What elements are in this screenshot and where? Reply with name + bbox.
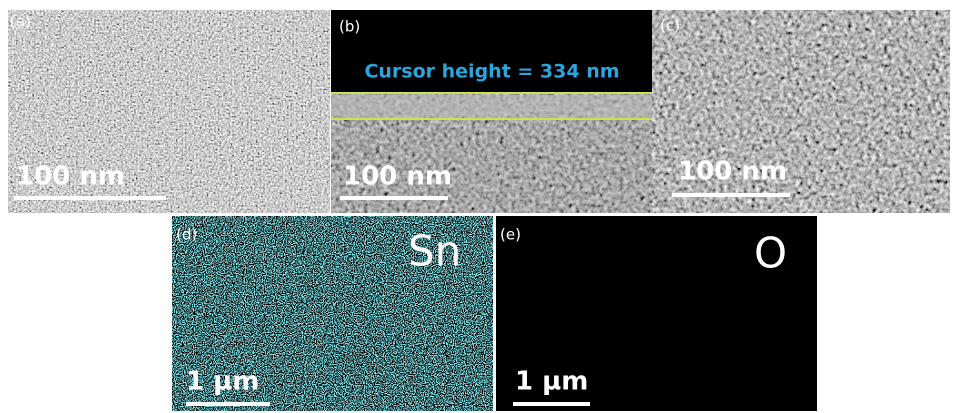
panel-e: (e) O 1 µm: [496, 216, 817, 411]
panel-c: (c) 100 nm: [652, 10, 950, 213]
figure: (a) 100 nm (b) Cursor height = 334 nm 10…: [0, 0, 956, 413]
element-label: Sn: [408, 227, 461, 276]
panel-label: (d): [176, 226, 197, 244]
page: (a) 100 nm (b) Cursor height = 334 nm 10…: [0, 0, 956, 413]
scale-bar-label: 100 nm: [16, 162, 125, 192]
panel-b: (b) Cursor height = 334 nm 100 nm: [331, 10, 652, 213]
panel-a: (a) 100 nm: [8, 10, 330, 213]
panel-d: (d) Sn 1 µm: [172, 216, 493, 411]
scale-bar: [186, 402, 270, 406]
annotation: Cursor height = 334 nm: [364, 61, 619, 83]
panel-label: (e): [500, 226, 521, 244]
panel-label: (c): [660, 17, 680, 35]
panel-label: (b): [339, 18, 360, 36]
panel-label: (a): [10, 13, 31, 31]
scale-bar-label: 1 µm: [186, 367, 259, 397]
film-layer: [331, 95, 652, 119]
scale-bar-label: 1 µm: [515, 367, 588, 397]
scale-bar: [340, 196, 448, 200]
scale-bar: [14, 196, 166, 200]
element-label: O: [754, 229, 787, 278]
scale-bar-label: 100 nm: [343, 162, 452, 192]
scale-bar-label: 100 nm: [678, 157, 787, 187]
scale-bar: [513, 402, 590, 406]
scale-bar: [672, 193, 790, 197]
